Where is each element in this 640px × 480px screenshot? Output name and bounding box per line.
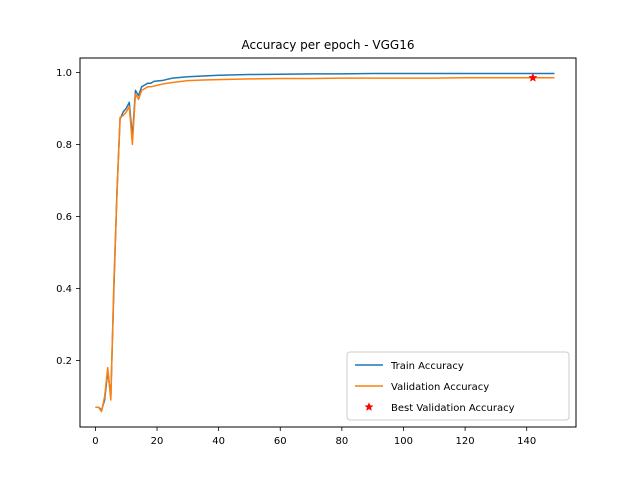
chart-title: Accuracy per epoch - VGG16 <box>242 38 415 52</box>
legend-label: Best Validation Accuracy <box>391 403 515 414</box>
x-tick-label: 40 <box>212 436 225 447</box>
x-tick-label: 60 <box>274 436 287 447</box>
y-tick-label: 0.8 <box>56 140 72 151</box>
x-tick-label: 140 <box>517 436 536 447</box>
y-tick-label: 0.4 <box>56 284 72 295</box>
x-tick-label: 20 <box>151 436 164 447</box>
x-tick-label: 100 <box>394 436 413 447</box>
legend-star-icon <box>364 402 374 411</box>
legend-label: Train Accuracy <box>390 361 464 372</box>
y-tick-label: 1.0 <box>56 68 72 79</box>
series-lines <box>95 72 555 413</box>
legend-label: Validation Accuracy <box>391 382 489 393</box>
x-tick-label: 0 <box>92 436 98 447</box>
series-line-validation <box>95 77 555 413</box>
legend-box <box>346 351 570 421</box>
y-tick-label: 0.6 <box>56 212 72 223</box>
plot-area-frame <box>79 57 577 428</box>
axis-ticks: 0 20 40 60 80 100 120 140 0.2 0.4 0.6 0.8 1.0 <box>56 68 536 447</box>
x-tick-label: 120 <box>456 436 475 447</box>
y-tick-label: 0.2 <box>56 356 72 367</box>
legend: Train Accuracy Validation Accuracy Best Va… <box>346 351 570 421</box>
best-validation-star <box>528 72 538 82</box>
x-tick-label: 80 <box>335 436 348 447</box>
markers <box>528 72 538 82</box>
